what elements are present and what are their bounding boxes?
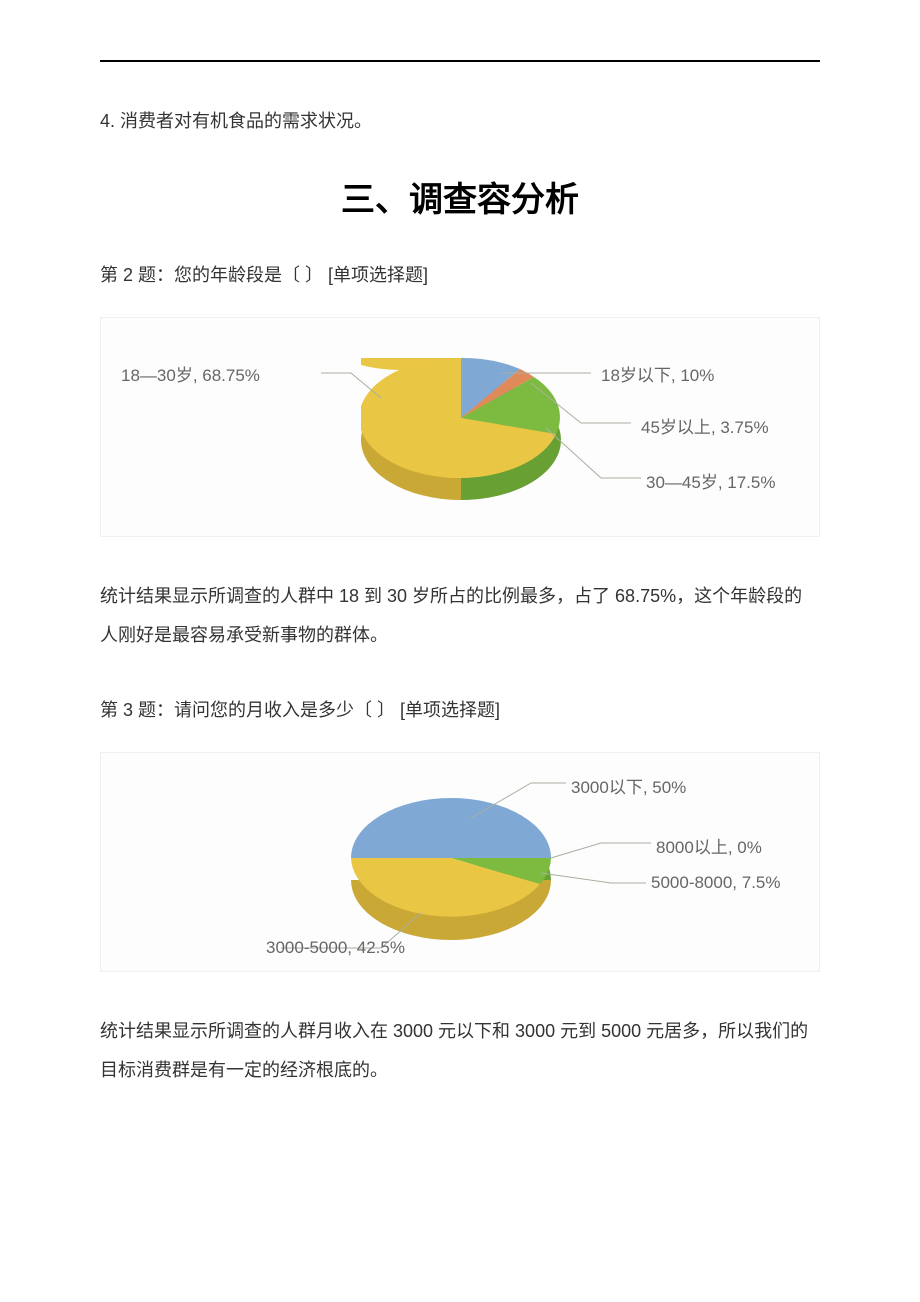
q3-analysis: 统计结果显示所调查的人群月收入在 3000 元以下和 3000 元到 5000 …: [100, 1012, 820, 1091]
q3-pie-top: [351, 798, 551, 917]
q2-label-over45: 45岁以上, 3.75%: [641, 413, 769, 438]
header-rule: [100, 60, 820, 62]
q3-label-3000-5000: 3000-5000, 42.5%: [266, 938, 405, 958]
q3-label-5000-8000: 5000-8000, 7.5%: [651, 873, 781, 893]
section-3-heading: 三、调查容分析: [100, 172, 820, 221]
q3-label-above8000: 8000以上, 0%: [656, 833, 762, 858]
q3-label-below3000: 3000以下, 50%: [571, 773, 686, 798]
pie-top-ellipse: [361, 358, 560, 478]
q2-pie-chart: 18—30岁, 68.75% 18岁以下, 10% 45岁以上, 3.75% 3…: [100, 317, 820, 537]
q2-label-18-30: 18—30岁, 68.75%: [121, 361, 260, 386]
question-3-text: 第 3 题：请问您的月收入是多少〔 〕 [单项选择题]: [100, 696, 820, 722]
document-page: 4. 消费者对有机食品的需求状况。 三、调查容分析 第 2 题：您的年龄段是〔 …: [0, 0, 920, 1161]
q2-label-30-45: 30—45岁, 17.5%: [646, 468, 775, 493]
intro-item-4: 4. 消费者对有机食品的需求状况。: [100, 102, 820, 142]
q2-analysis: 统计结果显示所调查的人群中 18 到 30 岁所占的比例最多，占了 68.75%…: [100, 577, 820, 656]
slice-below-3000: [351, 798, 551, 858]
q2-label-under18: 18岁以下, 10%: [601, 361, 714, 386]
question-2-text: 第 2 题：您的年龄段是〔 〕 [单项选择题]: [100, 261, 820, 287]
q3-pie-chart: 3000以下, 50% 8000以上, 0% 5000-8000, 7.5% 3…: [100, 752, 820, 972]
